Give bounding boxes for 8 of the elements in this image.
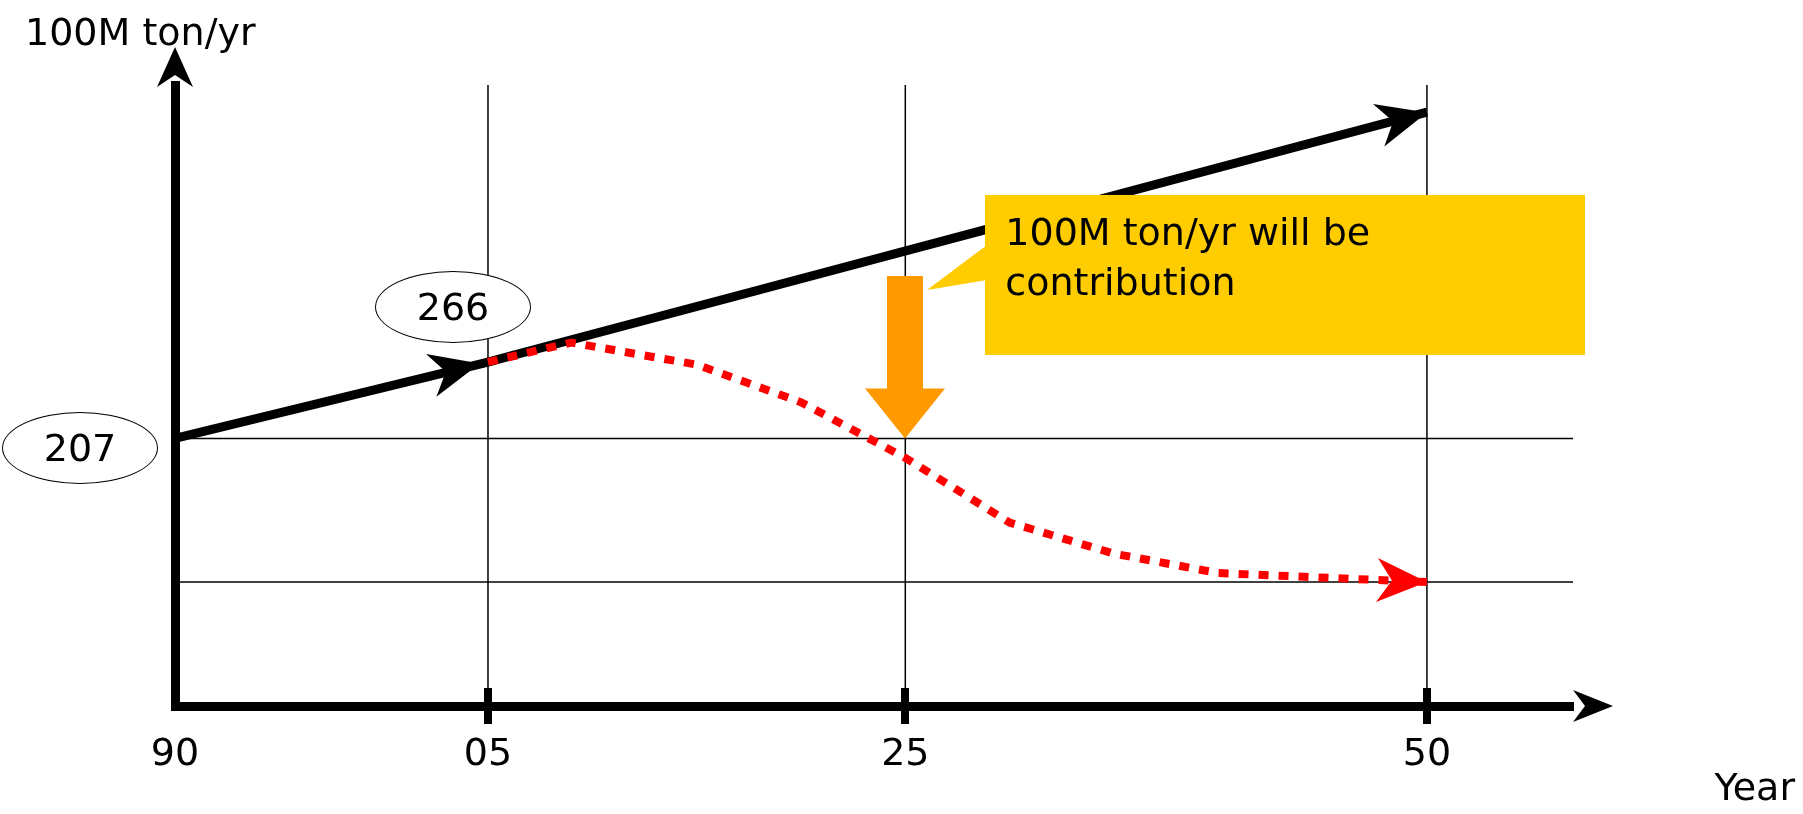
x-tick-label: 90 [150, 730, 200, 775]
data-label: 207 [2, 412, 158, 485]
y-axis-title: 100M ton/yr [25, 10, 256, 54]
x-tick-label: 05 [463, 730, 513, 775]
data-label: 266 [374, 271, 531, 344]
x-axis-title: Year [1713, 765, 1796, 809]
x-tick-label: 50 [1402, 730, 1452, 775]
x-tick-label: 25 [881, 730, 930, 775]
